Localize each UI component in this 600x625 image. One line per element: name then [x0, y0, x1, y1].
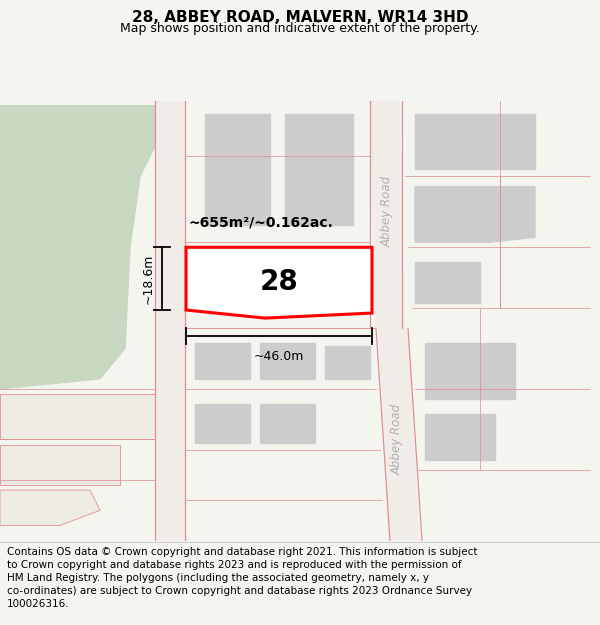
Bar: [425, 343, 515, 399]
Polygon shape: [0, 490, 100, 526]
Text: 28: 28: [260, 268, 298, 296]
Text: 28, ABBEY ROAD, MALVERN, WR14 3HD: 28, ABBEY ROAD, MALVERN, WR14 3HD: [132, 10, 468, 25]
Polygon shape: [0, 106, 155, 389]
Polygon shape: [0, 444, 120, 485]
Polygon shape: [0, 394, 155, 439]
Polygon shape: [370, 101, 405, 328]
Text: Abbey Road: Abbey Road: [391, 404, 404, 475]
Text: Map shows position and indicative extent of the property.: Map shows position and indicative extent…: [120, 22, 480, 35]
Bar: [415, 114, 535, 169]
Bar: [260, 404, 315, 442]
Bar: [155, 101, 185, 541]
Bar: [325, 346, 370, 379]
Polygon shape: [378, 328, 420, 541]
Bar: [205, 114, 270, 225]
Text: ~46.0m: ~46.0m: [254, 351, 304, 364]
Bar: [425, 414, 495, 460]
Bar: [195, 343, 250, 379]
Bar: [415, 262, 480, 303]
Bar: [285, 114, 353, 225]
Polygon shape: [415, 187, 535, 242]
Text: Contains OS data © Crown copyright and database right 2021. This information is : Contains OS data © Crown copyright and d…: [7, 546, 478, 609]
Bar: [260, 343, 315, 379]
Bar: [195, 404, 250, 442]
Text: Abbey Road: Abbey Road: [380, 176, 394, 248]
Text: ~18.6m: ~18.6m: [142, 254, 155, 304]
Text: ~655m²/~0.162ac.: ~655m²/~0.162ac.: [188, 215, 333, 229]
Polygon shape: [186, 248, 372, 318]
